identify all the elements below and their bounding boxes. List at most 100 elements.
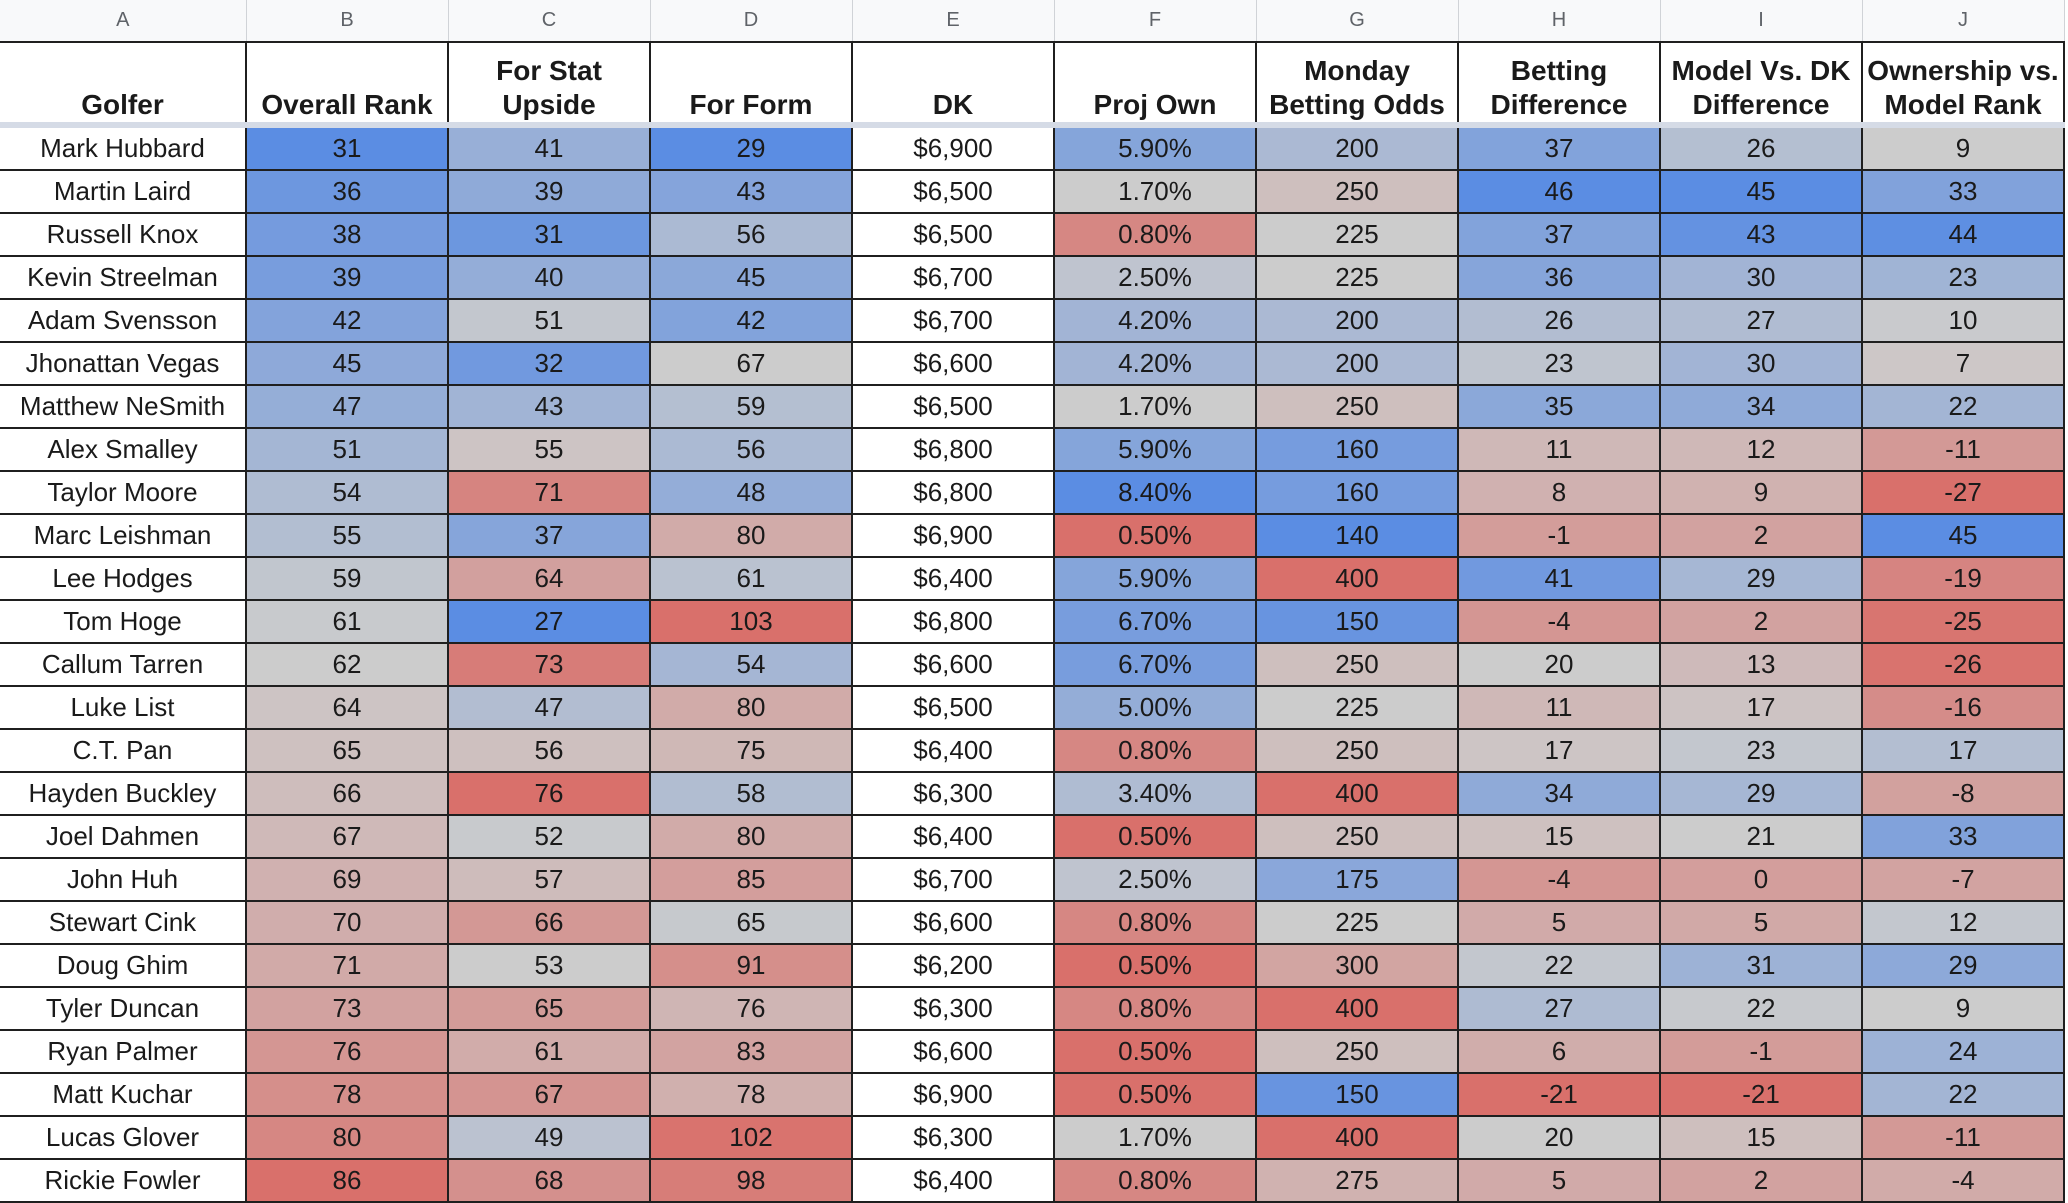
data-cell[interactable]: $6,500 [852,213,1055,257]
data-cell[interactable]: 10 [1862,299,2065,343]
data-cell[interactable]: $6,600 [852,342,1055,386]
data-cell[interactable]: 76 [246,1030,449,1074]
data-cell[interactable]: 41 [448,125,651,171]
data-cell[interactable]: 29 [1660,772,1863,816]
data-cell[interactable]: 38 [246,213,449,257]
data-cell[interactable]: 0.50% [1054,514,1257,558]
data-cell[interactable]: 80 [650,815,853,859]
data-cell[interactable]: 225 [1256,686,1459,730]
data-cell[interactable]: 150 [1256,600,1459,644]
data-cell[interactable]: -11 [1862,1116,2065,1160]
data-cell[interactable]: 59 [246,557,449,601]
data-cell[interactable]: 225 [1256,256,1459,300]
data-cell[interactable]: 31 [1660,944,1863,988]
data-cell[interactable]: 1.70% [1054,170,1257,214]
data-cell[interactable]: 0.80% [1054,987,1257,1031]
data-cell[interactable]: $6,400 [852,1159,1055,1203]
golfer-name-cell[interactable]: Taylor Moore [0,471,247,515]
column-letter[interactable]: H [1458,0,1661,43]
data-cell[interactable]: 9 [1862,987,2065,1031]
golfer-name-cell[interactable]: Callum Tarren [0,643,247,687]
data-cell[interactable]: 5.90% [1054,557,1257,601]
data-cell[interactable]: 4.20% [1054,342,1257,386]
golfer-name-cell[interactable]: Joel Dahmen [0,815,247,859]
data-cell[interactable]: 11 [1458,686,1661,730]
data-cell[interactable]: 250 [1256,643,1459,687]
data-cell[interactable]: 70 [246,901,449,945]
data-cell[interactable]: 30 [1660,342,1863,386]
data-cell[interactable]: 23 [1458,342,1661,386]
data-cell[interactable]: 43 [448,385,651,429]
data-cell[interactable]: 91 [650,944,853,988]
data-cell[interactable]: 42 [650,299,853,343]
data-cell[interactable]: $6,300 [852,772,1055,816]
golfer-name-cell[interactable]: Jhonattan Vegas [0,342,247,386]
data-cell[interactable]: 0.80% [1054,901,1257,945]
column-header[interactable]: Golfer [0,42,247,128]
data-cell[interactable]: 73 [448,643,651,687]
data-cell[interactable]: 76 [448,772,651,816]
golfer-name-cell[interactable]: Luke List [0,686,247,730]
golfer-name-cell[interactable]: Ryan Palmer [0,1030,247,1074]
data-cell[interactable]: 21 [1660,815,1863,859]
data-cell[interactable]: 225 [1256,901,1459,945]
data-cell[interactable]: 5.00% [1054,686,1257,730]
data-cell[interactable]: 78 [650,1073,853,1117]
data-cell[interactable]: 46 [1458,170,1661,214]
column-header[interactable]: For Stat Upside [448,42,651,128]
column-letter[interactable]: B [246,0,449,43]
golfer-name-cell[interactable]: Tyler Duncan [0,987,247,1031]
data-cell[interactable]: 34 [1458,772,1661,816]
data-cell[interactable]: -1 [1458,514,1661,558]
data-cell[interactable]: 66 [448,901,651,945]
column-letter[interactable]: G [1256,0,1459,43]
data-cell[interactable]: 0.80% [1054,1159,1257,1203]
data-cell[interactable]: $6,300 [852,1116,1055,1160]
data-cell[interactable]: 29 [1660,557,1863,601]
golfer-name-cell[interactable]: Doug Ghim [0,944,247,988]
data-cell[interactable]: 31 [448,213,651,257]
data-cell[interactable]: -25 [1862,600,2065,644]
data-cell[interactable]: -26 [1862,643,2065,687]
data-cell[interactable]: 0.50% [1054,1073,1257,1117]
golfer-name-cell[interactable]: John Huh [0,858,247,902]
data-cell[interactable]: 5.90% [1054,428,1257,472]
data-cell[interactable]: 26 [1660,125,1863,171]
data-cell[interactable]: 22 [1862,385,2065,429]
data-cell[interactable]: 200 [1256,299,1459,343]
golfer-name-cell[interactable]: Matthew NeSmith [0,385,247,429]
data-cell[interactable]: $6,500 [852,170,1055,214]
data-cell[interactable]: 54 [246,471,449,515]
golfer-name-cell[interactable]: Rickie Fowler [0,1159,247,1203]
data-cell[interactable]: 22 [1862,1073,2065,1117]
data-cell[interactable]: 37 [1458,213,1661,257]
data-cell[interactable]: 22 [1458,944,1661,988]
data-cell[interactable]: 76 [650,987,853,1031]
data-cell[interactable]: 17 [1660,686,1863,730]
data-cell[interactable]: 69 [246,858,449,902]
data-cell[interactable]: 150 [1256,1073,1459,1117]
data-cell[interactable]: 67 [246,815,449,859]
data-cell[interactable]: 250 [1256,1030,1459,1074]
data-cell[interactable]: $6,700 [852,256,1055,300]
data-cell[interactable]: 3.40% [1054,772,1257,816]
data-cell[interactable]: 27 [1458,987,1661,1031]
data-cell[interactable]: 26 [1458,299,1661,343]
column-header[interactable]: Overall Rank [246,42,449,128]
data-cell[interactable]: 37 [1458,125,1661,171]
data-cell[interactable]: 140 [1256,514,1459,558]
data-cell[interactable]: 67 [650,342,853,386]
data-cell[interactable]: 12 [1660,428,1863,472]
data-cell[interactable]: 36 [246,170,449,214]
data-cell[interactable]: 23 [1660,729,1863,773]
golfer-name-cell[interactable]: Tom Hoge [0,600,247,644]
data-cell[interactable]: 5.90% [1054,125,1257,171]
data-cell[interactable]: 8 [1458,471,1661,515]
column-letter[interactable]: D [650,0,853,43]
column-header[interactable]: Betting Difference [1458,42,1661,128]
data-cell[interactable]: 48 [650,471,853,515]
data-cell[interactable]: 40 [448,256,651,300]
column-letter[interactable]: E [852,0,1055,43]
data-cell[interactable]: $6,800 [852,428,1055,472]
data-cell[interactable]: 12 [1862,901,2065,945]
